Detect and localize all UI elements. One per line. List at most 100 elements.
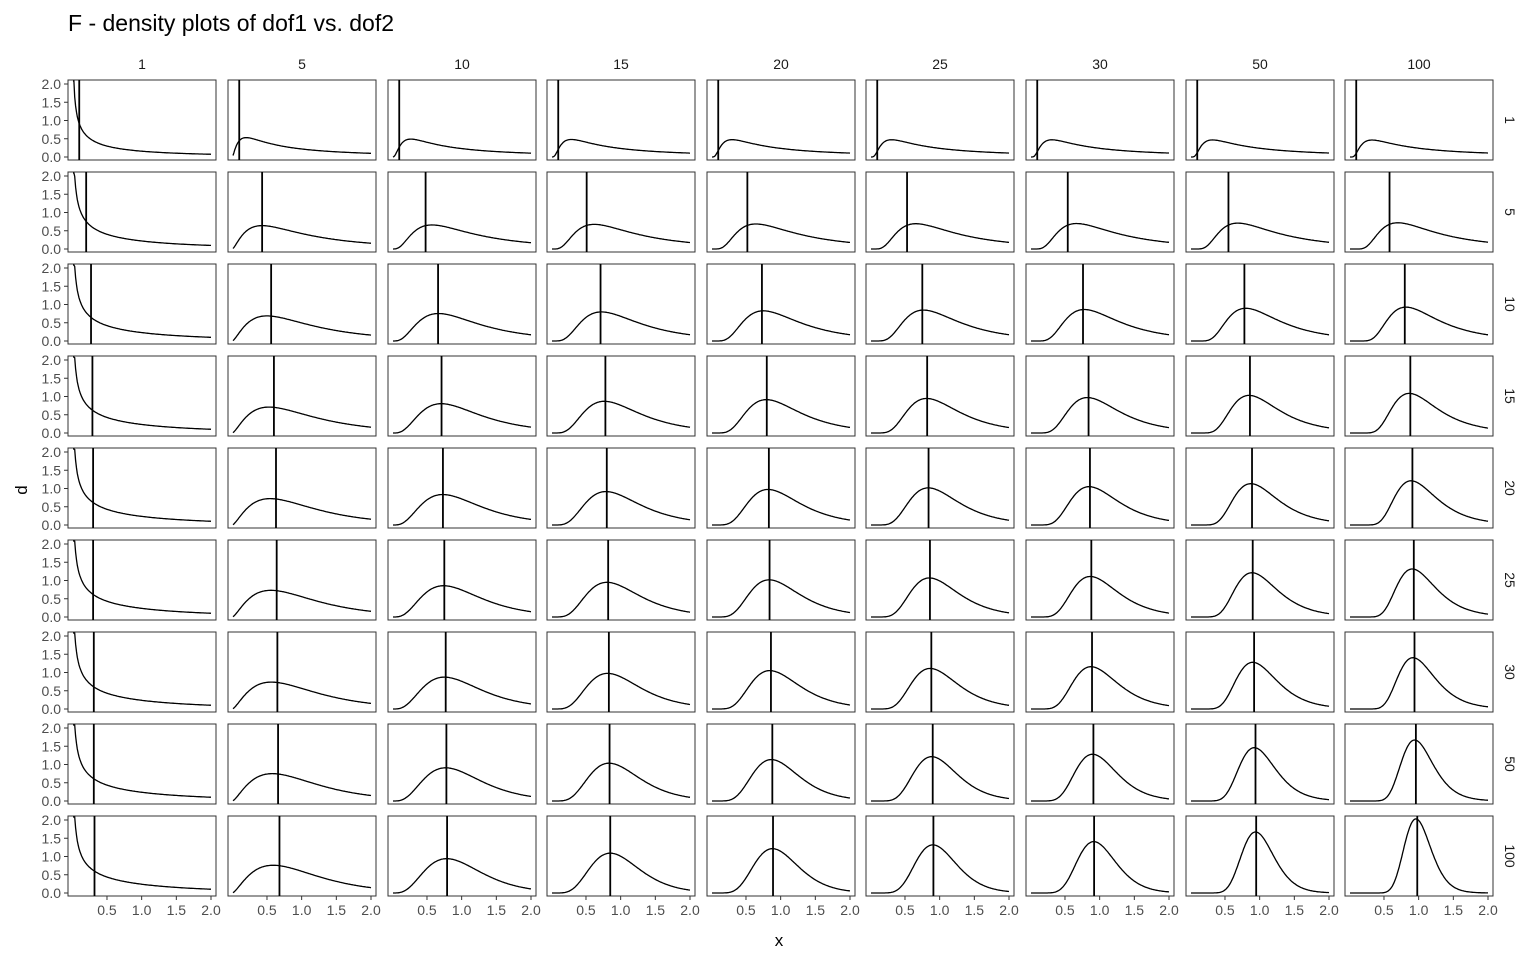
facet-panel	[387, 355, 537, 437]
facet-panel	[546, 539, 696, 621]
y-tick-label: 1.0	[42, 389, 62, 405]
panel-frame	[1025, 631, 1175, 713]
facet-panel	[1025, 539, 1175, 621]
facet-panel	[67, 539, 217, 621]
density-curve	[871, 309, 1010, 342]
density-curve	[1191, 831, 1330, 894]
facet-panel	[1344, 263, 1494, 345]
y-tick-label: 2.0	[42, 536, 62, 552]
facet-panel	[1344, 171, 1494, 253]
x-tick-label: 1.5	[1125, 902, 1145, 918]
row-strip-label: 20	[1502, 480, 1518, 496]
facet-panel	[706, 355, 856, 437]
facet-panel	[67, 263, 217, 345]
density-curve	[1191, 661, 1330, 710]
panel-frame	[546, 263, 696, 345]
density-curve	[392, 138, 532, 158]
facet-panel	[227, 79, 377, 161]
facet-panel	[227, 171, 377, 253]
facet-panel	[1344, 447, 1494, 529]
facet-panel	[706, 171, 856, 253]
facet-panel	[546, 171, 696, 253]
facet-panel	[1344, 815, 1494, 897]
y-tick-label: 0.5	[42, 591, 62, 607]
x-tick-label: 1.5	[1285, 902, 1305, 918]
facet-panel	[865, 447, 1015, 529]
y-tick-label: 2.0	[42, 812, 62, 828]
panel-frame	[227, 815, 377, 897]
facet-panel	[1344, 355, 1494, 437]
panel-frame	[865, 815, 1015, 897]
facet-panel	[67, 79, 217, 161]
density-curve	[232, 497, 372, 526]
panel-frame	[865, 723, 1015, 805]
facet-panel	[67, 355, 217, 437]
chart-title: F - density plots of dof1 vs. dof2	[68, 10, 394, 36]
panel-frame	[706, 539, 856, 621]
facet-panel	[546, 447, 696, 529]
facet-panel	[546, 355, 696, 437]
facet-panel	[706, 631, 856, 713]
facet-panel	[1025, 723, 1175, 805]
column-strip-label: 1	[138, 56, 146, 72]
panel-frame	[227, 263, 377, 345]
density-curve	[393, 858, 532, 894]
y-tick-label: 2.0	[42, 168, 62, 184]
facet-panel	[1344, 723, 1494, 805]
density-curve	[712, 223, 850, 250]
facet-panel	[387, 539, 537, 621]
facet-panel	[227, 815, 377, 897]
column-strip-label: 25	[932, 56, 948, 72]
density-curve	[393, 676, 532, 710]
facet-panel	[1025, 171, 1175, 253]
y-tick-label: 0.0	[42, 793, 62, 809]
x-tick-label: 1.5	[806, 902, 826, 918]
panel-frame	[1025, 723, 1175, 805]
density-curve	[1191, 394, 1330, 434]
x-tick-label: 1.5	[487, 902, 507, 918]
x-tick-label: 1.0	[1090, 902, 1110, 918]
density-curve	[712, 758, 851, 802]
density-curve	[1350, 222, 1489, 250]
density-curve	[73, 632, 211, 706]
facet-panel	[865, 539, 1015, 621]
facet-panel	[546, 79, 696, 161]
x-tick-label: 1.5	[167, 902, 187, 918]
density-curve	[1031, 666, 1170, 710]
x-tick-label: 0.5	[576, 902, 596, 918]
column-strip-label: 15	[613, 56, 629, 72]
density-curve	[232, 589, 372, 618]
density-curve	[73, 816, 211, 890]
facet-panel	[546, 631, 696, 713]
x-tick-label: 1.0	[452, 902, 472, 918]
y-tick-label: 0.0	[42, 333, 62, 349]
density-curve	[73, 724, 211, 798]
density-curve	[73, 172, 211, 247]
density-curve	[1350, 739, 1488, 802]
y-tick-label: 0.5	[42, 499, 62, 515]
panel-frame	[865, 447, 1015, 529]
facet-panel	[387, 263, 537, 345]
y-tick-label: 0.5	[42, 407, 62, 423]
facet-panel	[706, 539, 856, 621]
facet-panel	[865, 631, 1015, 713]
density-curve	[393, 403, 532, 434]
facet-panel	[227, 539, 377, 621]
facet-panel	[1185, 631, 1335, 713]
panel-frame	[706, 815, 856, 897]
density-curve	[712, 310, 851, 342]
density-curve	[712, 669, 851, 710]
density-curve	[1350, 139, 1488, 158]
y-tick-label: 0.5	[42, 315, 62, 331]
facet-panel	[387, 815, 537, 897]
facet-panel	[1185, 171, 1335, 253]
panel-frame	[387, 815, 537, 897]
panel-frame	[706, 447, 856, 529]
panel-frame	[1185, 447, 1335, 529]
panel-frame	[546, 723, 696, 805]
column-strip-label: 10	[454, 56, 470, 72]
row-strip-label: 5	[1502, 208, 1518, 216]
facet-panel	[387, 631, 537, 713]
x-tick-label: 0.5	[257, 902, 277, 918]
